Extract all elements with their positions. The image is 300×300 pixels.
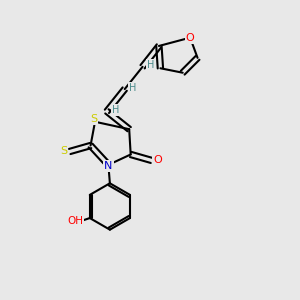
Text: H: H [129, 82, 137, 93]
Text: H: H [147, 60, 155, 70]
Text: O: O [153, 155, 162, 165]
Text: OH: OH [67, 216, 83, 226]
Text: N: N [104, 161, 112, 171]
Text: S: S [90, 114, 97, 124]
Text: H: H [112, 105, 119, 115]
Text: S: S [60, 146, 68, 157]
Text: O: O [186, 33, 194, 43]
